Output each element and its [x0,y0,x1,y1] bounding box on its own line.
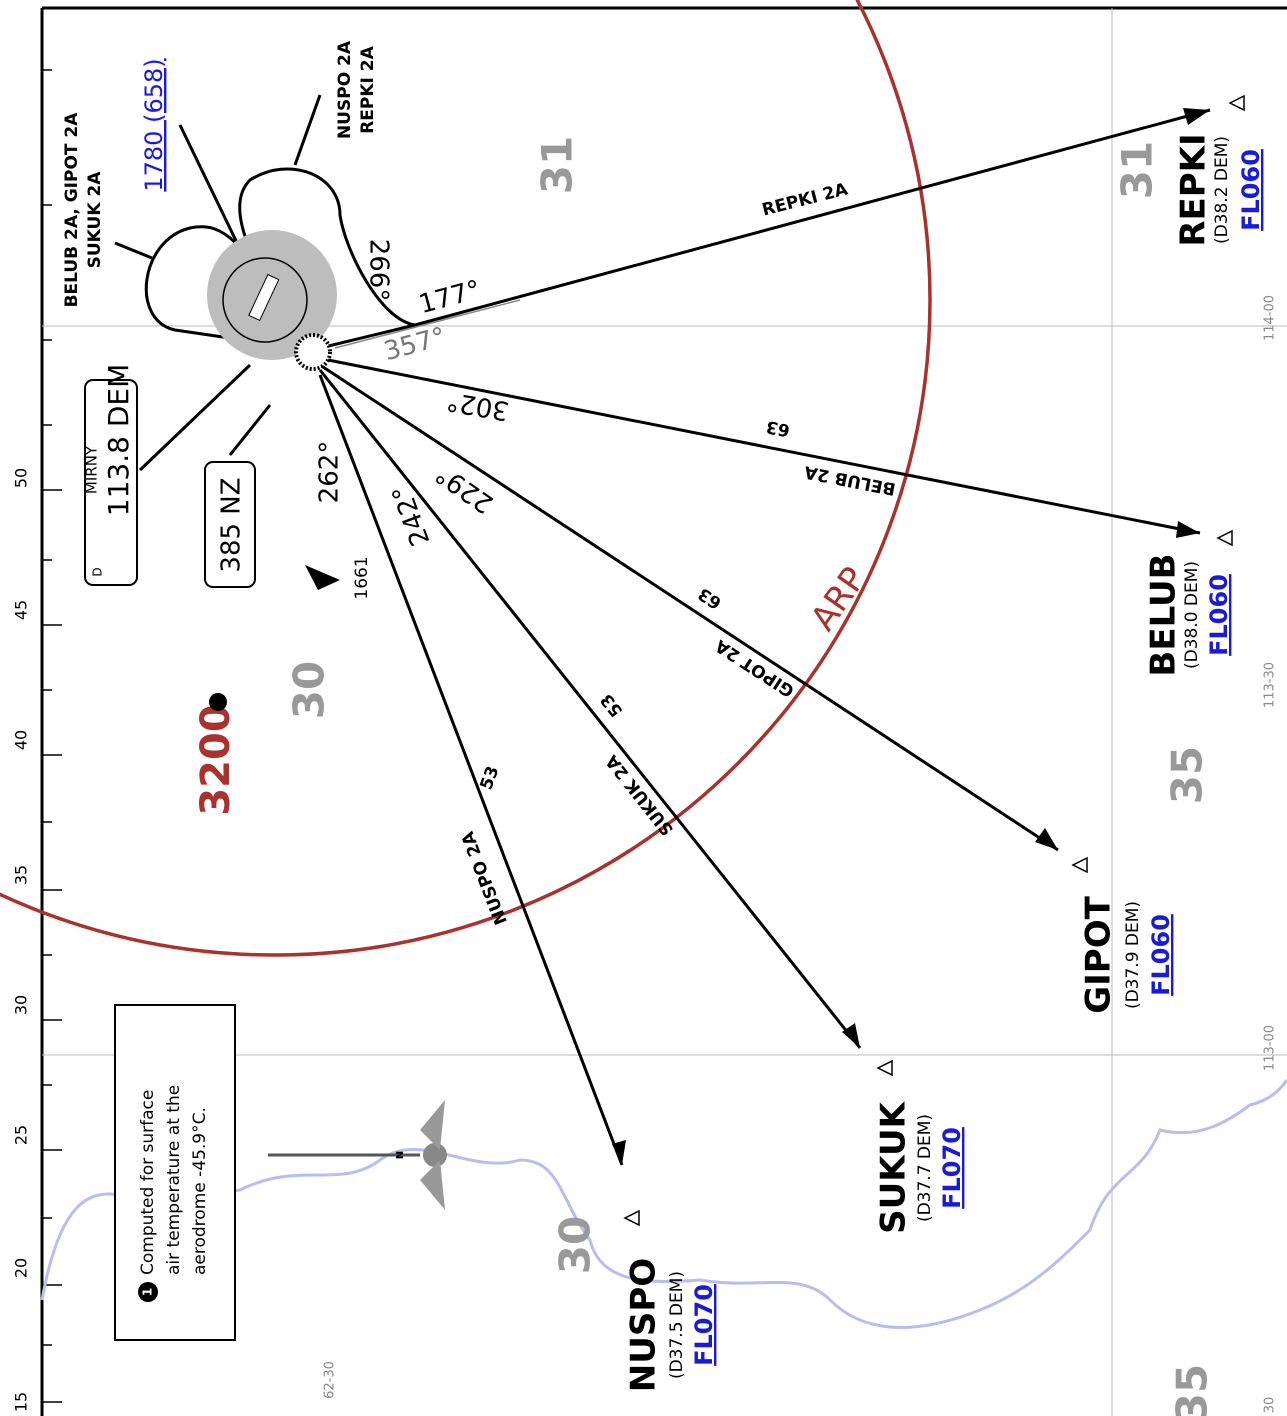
navaid-name: MIRNY [83,445,101,494]
grid-labels: 114-00 113-30 113-00 62-30 30 [323,295,1278,1413]
waypoint-level: FL060 [1147,914,1175,996]
obstacle-elevation: 1661 [352,556,372,599]
waypoint-name: NUSPO [624,1258,664,1392]
grid-label: 114-00 [1263,295,1278,341]
navaid-box [84,379,138,586]
note-marker [138,1282,158,1302]
bearings: 177° 357° 302° 229° 242° 262° 266° [315,239,512,550]
navaid-type: D [91,567,105,576]
waypoint-level: FL060 [1237,149,1265,231]
bearing: 266° [364,239,394,302]
routes [114,241,153,260]
north-arrow: N [268,1100,447,1210]
waypoint-distance: (D37.9 DEM) [1123,901,1143,1009]
north-arrow [423,1143,447,1167]
vor [294,333,332,371]
arp-circle [0,0,932,957]
sector-labels: 31 31 30 30 35 35 [285,136,1217,1416]
waypoint-level: FL060 [1205,574,1233,656]
arrowheads [1176,521,1200,538]
note: Computed for surface air temperature at … [138,1085,210,1275]
waypoint-symbols [1071,856,1088,874]
waypoint-distance: (D38.2 DEM) [1212,136,1232,244]
waypoint-name: SUKUK [874,1100,914,1233]
scale-label: 20 [12,1258,31,1278]
note-line: aerodrome -45.9°C. [190,1107,210,1275]
radial [334,299,521,349]
holding-label: BELUB 2A, GIPOT 2A [62,112,82,308]
arrowheads [842,1023,860,1048]
waypoints: REPKI (D38.2 DEM) FL060 BELUB (D38.0 DEM… [624,133,1266,1392]
scale-label: 15 [12,1392,31,1412]
waypoint-level: FL070 [938,1127,966,1209]
sector-label: 35 [1168,1364,1217,1416]
sector-label: 31 [533,136,582,194]
scale-label: 45 [12,600,31,620]
waypoint-symbols [1216,529,1233,547]
grid-label: 113-00 [1263,1025,1278,1071]
ndb-box [204,461,256,588]
msa-altitude: 3200 [193,704,239,815]
scale-label: 35 [12,865,31,885]
grid-label: 62-30 [323,1361,338,1399]
scale-label: 50 [12,468,31,488]
scale-label: 25 [12,1125,31,1145]
bearing: 262° [315,441,345,504]
note-marker [209,693,227,711]
waypoint-symbols [623,94,1245,1227]
note-number: 1 [141,1288,155,1296]
coastline [40,1079,1287,1329]
note-line: air temperature at the [164,1085,184,1275]
route-distance: 63 [764,416,791,440]
waypoint-name: REPKI [1174,133,1214,246]
holding-label: REPKI 2A [358,45,378,133]
obstacle [305,565,340,590]
holding-labels: BELUB 2A, GIPOT 2A SUKUK 2A NUSPO 2A REP… [62,40,378,307]
waypoint-level: FL070 [690,1284,718,1366]
waypoint-distance: (D37.5 DEM) [667,1271,687,1379]
routes [138,363,252,472]
ndb-frequency: 385 NZ [217,477,247,572]
north-arrow [420,1100,445,1210]
runway [248,273,280,322]
aerodrome [222,257,308,343]
arrowheads [612,108,1210,1165]
waypoint-distance: (D38.0 DEM) [1182,561,1202,669]
routes [318,369,862,1049]
scale-label: 30 [12,995,31,1015]
waypoint-symbols [623,1209,640,1227]
sector-label: 30 [551,1216,600,1274]
routes [293,94,322,166]
arrowheads [1035,828,1058,850]
arrowheads [1183,108,1210,125]
waypoint-distance: (D37.7 DEM) [915,1114,935,1222]
waypoint-name: BELUB [1144,553,1184,676]
sector-label: 30 [285,661,334,719]
sector-label: 31 [1113,141,1162,199]
routes [228,404,272,456]
routes [317,356,1201,535]
holding-label: SUKUK 2A [85,171,105,269]
sector-label: 35 [1163,746,1212,804]
routes [318,374,624,1166]
note-box [114,1004,236,1341]
arrowheads [612,1140,626,1165]
north-label: N [395,1151,406,1159]
waypoint-symbols [876,1059,893,1077]
navaid-frequency: 113.8 DEM [102,364,135,516]
holding-label: NUSPO 2A [335,40,355,139]
note-line: Computed for surface [138,1090,158,1275]
scale-labels: 15 20 25 30 35 40 45 50 [12,468,31,1412]
waypoint-name: GIPOT [1079,895,1119,1013]
scale-ticks [42,69,62,1403]
scale-label: 40 [12,730,31,750]
waypoint-symbols [1228,94,1245,112]
grid-label: 30 [1263,1397,1278,1414]
routes [319,363,1059,852]
altitude: 1780 (658) [140,58,168,191]
grid-label: 113-30 [1263,662,1278,708]
